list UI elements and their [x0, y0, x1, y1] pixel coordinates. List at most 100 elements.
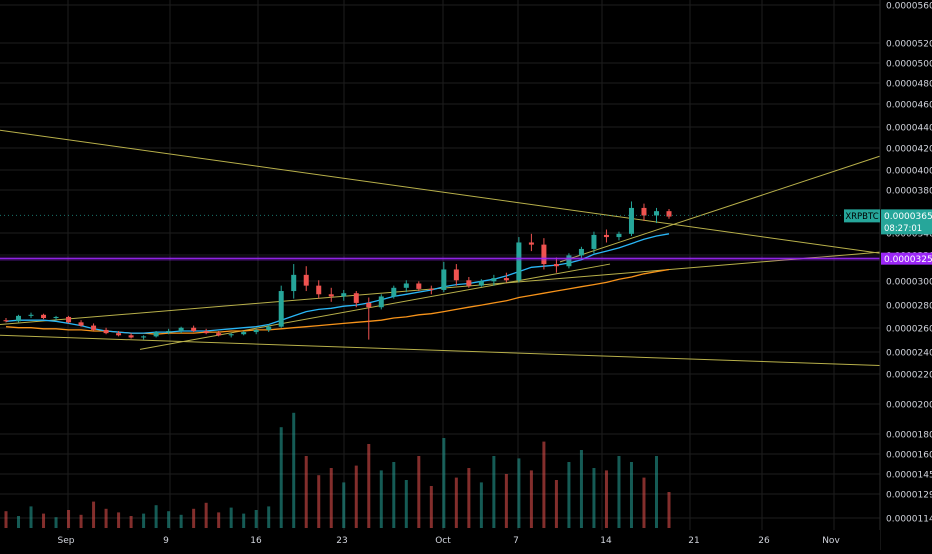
candle — [578, 246, 584, 259]
candle-body — [316, 285, 322, 295]
volume-bar — [454, 477, 458, 528]
time-tick-label: 14 — [600, 536, 612, 546]
candle-body — [3, 320, 9, 322]
candle — [228, 333, 234, 338]
volume-bar — [129, 516, 133, 528]
volume-bar — [429, 486, 433, 528]
volume-bar — [117, 512, 121, 528]
time-tick-label: Sep — [58, 536, 75, 546]
candle-body — [441, 269, 447, 290]
volume-bar — [229, 507, 233, 528]
volume-bar — [417, 456, 421, 528]
volume-bar — [304, 456, 308, 528]
candle-body — [241, 332, 247, 335]
trendline — [0, 129, 881, 254]
candle — [478, 279, 484, 287]
volume-bar — [567, 462, 571, 528]
candle-body — [266, 326, 272, 330]
candle-body — [328, 294, 334, 297]
symbol-badge — [844, 209, 880, 223]
candle — [3, 318, 9, 323]
horizontal-levels — [0, 214, 880, 261]
time-tick-label: 23 — [336, 536, 347, 546]
volume-bar — [367, 444, 371, 528]
candle — [403, 280, 409, 293]
countdown-label: 08:27:01 — [884, 224, 922, 234]
volume-bar — [517, 458, 521, 528]
candle — [241, 330, 247, 336]
time-tick-label: 21 — [688, 536, 699, 546]
candle-body — [491, 278, 497, 282]
candle — [291, 264, 297, 299]
symbol-badge-label: XRPBTC — [845, 212, 878, 222]
volume-bar — [467, 468, 471, 528]
volume-bar — [104, 508, 108, 528]
volume-bar — [629, 462, 633, 528]
candle-body — [603, 234, 609, 238]
candle — [378, 294, 384, 310]
candle-body — [503, 278, 509, 281]
volume-bar — [354, 465, 358, 528]
candle-body — [528, 242, 534, 245]
candle — [491, 274, 497, 286]
time-tick-label: 9 — [163, 536, 169, 546]
volume-bar — [579, 450, 583, 528]
candle — [591, 231, 597, 254]
time-axis-panel[interactable] — [0, 530, 880, 550]
candle-body — [341, 293, 347, 297]
candle — [128, 333, 134, 339]
volume-bar — [342, 482, 346, 528]
candle — [628, 201, 634, 236]
candle — [216, 330, 222, 337]
time-tick-label: Oct — [435, 536, 451, 546]
candle-body — [516, 242, 522, 281]
candle-body — [16, 315, 22, 322]
candle-body — [641, 207, 647, 216]
candle — [516, 237, 522, 283]
volume-bar — [442, 438, 446, 528]
last-price-badge — [881, 209, 932, 235]
candle-body — [541, 244, 547, 265]
volume-bar — [492, 456, 496, 528]
volume-bar — [667, 492, 671, 528]
candle — [28, 312, 34, 319]
candle — [103, 327, 109, 335]
candle — [66, 315, 72, 324]
marked-level-badge — [881, 252, 932, 265]
candle — [528, 233, 534, 252]
candle-body — [466, 280, 472, 286]
volume-bar — [379, 470, 383, 528]
volume-bar — [642, 477, 646, 528]
candle — [253, 328, 259, 335]
candle-body — [53, 316, 59, 319]
candle — [391, 285, 397, 299]
candle-body — [303, 274, 309, 286]
candle-body — [578, 248, 584, 256]
candle-body — [453, 269, 459, 281]
candle-body — [253, 329, 259, 333]
candle-body — [353, 293, 359, 303]
price-axis-panel[interactable] — [880, 0, 932, 550]
grid-lines — [0, 0, 880, 530]
candle-body — [228, 334, 234, 336]
candle — [353, 291, 359, 308]
time-tick-label: 7 — [513, 536, 519, 546]
candle — [141, 335, 147, 340]
candle — [466, 277, 472, 288]
volume-bar — [54, 517, 58, 528]
volume-bar — [542, 441, 546, 528]
volume-bars — [4, 412, 671, 528]
